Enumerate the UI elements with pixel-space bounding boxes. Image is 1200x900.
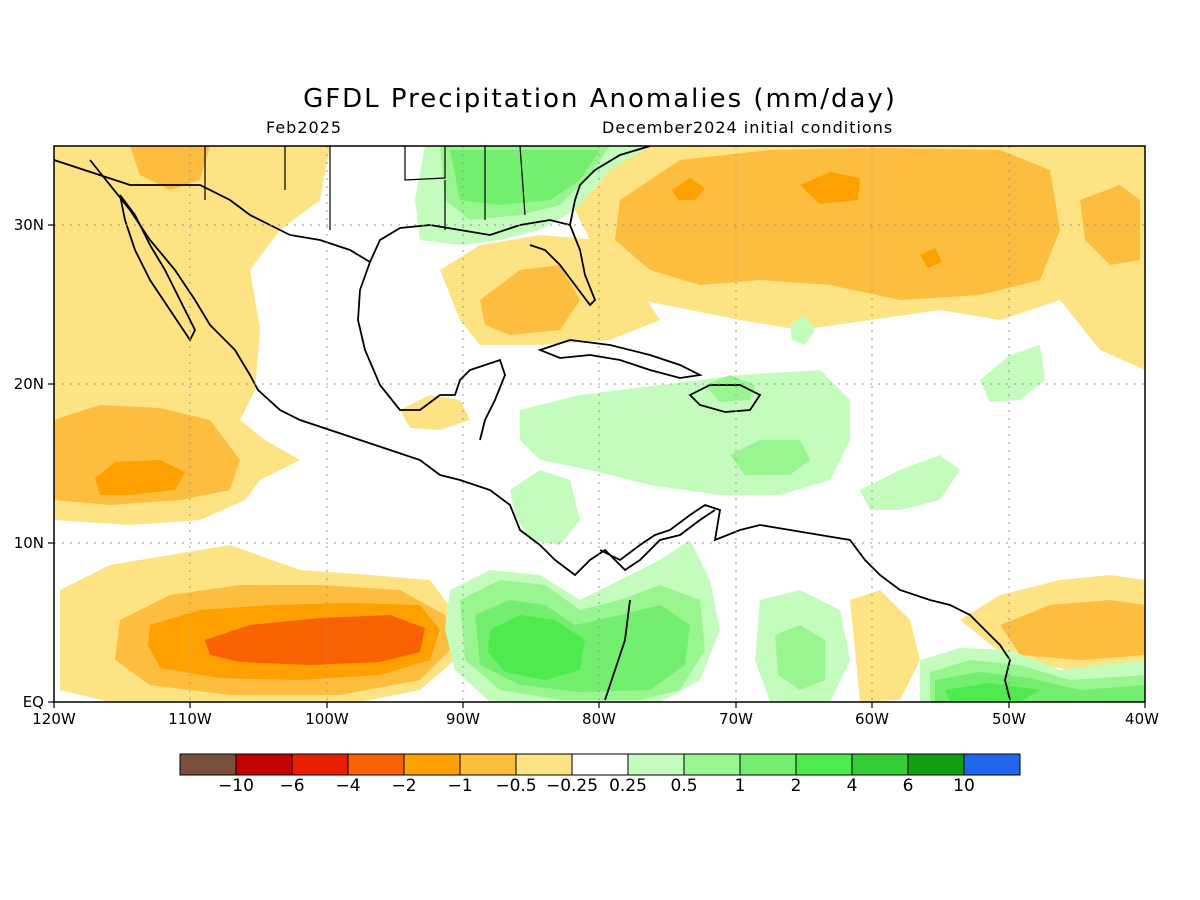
colorbar-swatch xyxy=(963,753,1021,776)
wet-light-east-caribbean xyxy=(860,455,960,510)
coastline-hispaniola xyxy=(688,384,762,413)
colorbar-swatch xyxy=(907,753,965,776)
colorbar xyxy=(179,753,1021,776)
lon-label-60w: 60W xyxy=(855,710,889,728)
colorbar-label: 1 xyxy=(734,776,746,796)
wet-medium-caribbean xyxy=(730,440,810,475)
coastline-south-america xyxy=(599,504,1011,701)
colorbar-swatch xyxy=(403,753,461,776)
colorbar-swatch xyxy=(291,753,349,776)
colorbar-label: 4 xyxy=(846,776,858,796)
colorbar-label: −4 xyxy=(335,776,361,796)
colorbar-label: −0.25 xyxy=(545,776,599,796)
lat-label-eq: EQ xyxy=(22,693,44,711)
dry-medium-gulf xyxy=(480,265,580,335)
colorbar-swatch xyxy=(459,753,517,776)
wet-light-atlantic-20n xyxy=(980,345,1045,402)
colorbar-swatch xyxy=(627,753,685,776)
graticule xyxy=(54,146,1145,702)
colorbar-swatch xyxy=(851,753,909,776)
colorbar-label: 6 xyxy=(902,776,914,796)
coastline-mexico-west xyxy=(89,159,716,577)
dry-strong-atlantic-3 xyxy=(920,248,942,268)
colorbar-label: 0.25 xyxy=(609,776,647,796)
coastline-cuba xyxy=(537,339,703,379)
wet-medium-hispaniola xyxy=(705,375,755,402)
colorbar-swatch xyxy=(571,753,629,776)
colorbar-label: 10 xyxy=(953,776,975,796)
lon-label-90w: 90W xyxy=(446,710,480,728)
dry-heavy-east-pacific xyxy=(205,615,425,665)
coastlines xyxy=(54,146,1011,701)
colorbar-swatch xyxy=(739,753,797,776)
map-title: GFDL Precipitation Anomalies (mm/day) xyxy=(303,84,897,114)
wet-medium-amazon xyxy=(775,625,825,690)
lon-label-40w: 40W xyxy=(1125,710,1159,728)
colorbar-swatch xyxy=(347,753,405,776)
lon-label-100w: 100W xyxy=(305,710,349,728)
colorbar-label: −2 xyxy=(391,776,417,796)
lat-label-30n: 30N xyxy=(13,216,44,234)
valid-month-label: Feb2025 xyxy=(266,118,343,137)
dry-medium-atlantic xyxy=(615,148,1060,300)
wet-heavy-guyana xyxy=(945,683,1040,702)
wet-heavy-colombia-pacific xyxy=(488,615,585,680)
lon-label-110w: 110W xyxy=(168,710,212,728)
wet-strong-southeast-us xyxy=(450,150,600,205)
colorbar-label: 0.5 xyxy=(670,776,698,796)
wet-light-atlantic-small xyxy=(790,315,815,345)
colorbar-label: −10 xyxy=(218,776,254,796)
lon-label-70w: 70W xyxy=(719,710,753,728)
dry-strong-pacific-west xyxy=(95,460,185,495)
colorbar-label: −1 xyxy=(447,776,473,796)
lon-label-120w: 120W xyxy=(32,710,76,728)
border-us-states xyxy=(204,146,526,230)
colorbar-swatch xyxy=(795,753,853,776)
lat-label-20n: 20N xyxy=(13,375,44,393)
dry-strong-atlantic-1 xyxy=(672,178,705,200)
colorbar-label: −0.5 xyxy=(495,776,537,796)
colorbar-swatch xyxy=(515,753,573,776)
coastline-us-east xyxy=(569,146,651,226)
colorbar-label: −6 xyxy=(279,776,305,796)
colorbar-swatch xyxy=(683,753,741,776)
coastline-baja xyxy=(119,194,197,342)
colorbar-label: 2 xyxy=(790,776,802,796)
dry-strong-atlantic-2 xyxy=(800,172,860,204)
wet-light-caribbean xyxy=(520,370,850,495)
lat-label-10n: 10N xyxy=(13,534,44,552)
lon-label-50w: 50W xyxy=(992,710,1026,728)
initial-conditions-label: December2024 initial conditions xyxy=(602,118,894,137)
lon-label-80w: 80W xyxy=(582,710,616,728)
wet-light-central-america xyxy=(510,470,580,545)
dry-medium-south-atlantic xyxy=(1000,600,1145,660)
anomaly-fields xyxy=(54,146,1145,702)
dry-area-venezuela xyxy=(850,590,920,702)
colorbar-swatch xyxy=(179,753,237,776)
colorbar-swatch xyxy=(235,753,293,776)
axis-ticks xyxy=(48,224,1146,708)
dry-area-caribbean-north xyxy=(400,395,470,430)
coastline-gulf xyxy=(289,219,597,441)
